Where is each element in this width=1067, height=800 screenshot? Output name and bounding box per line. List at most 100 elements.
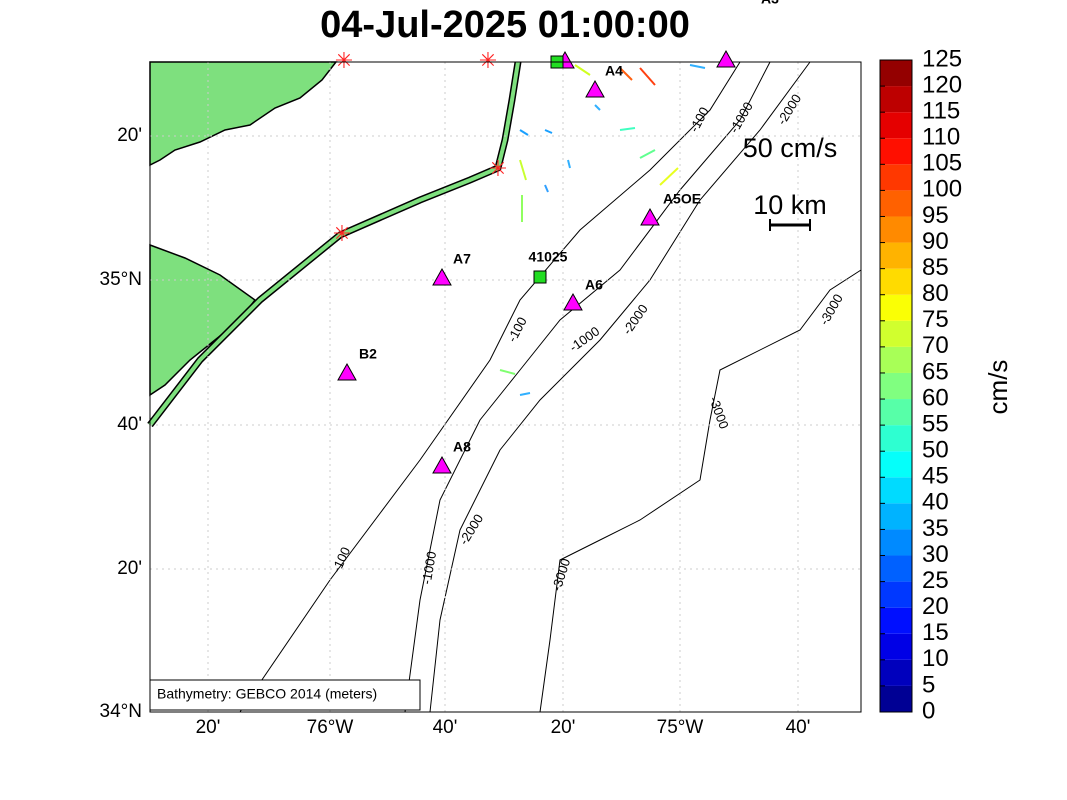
x-tick-label: 40' [786, 717, 811, 738]
colorbar-tick-label: 65 [922, 358, 949, 385]
colorbar-tick-label: 115 [922, 98, 960, 125]
attribution: Bathymetry: GEBCO 2014 (meters) [157, 686, 377, 702]
coastal-site: ✳ [489, 156, 507, 181]
station-marker [432, 267, 452, 286]
colorbar-tick-label: 105 [922, 150, 962, 177]
colorbar-tick-label: 90 [922, 228, 949, 255]
colorbar-tick-label: 75 [922, 306, 949, 333]
station-label: A3 [761, 0, 779, 7]
y-tick-label: 34°N [100, 701, 142, 722]
ocean [150, 62, 861, 712]
vector [619, 67, 633, 81]
colorbar-segment [880, 399, 912, 426]
vector [689, 64, 706, 69]
colorbar-segment [880, 607, 912, 634]
station-marker [716, 49, 736, 68]
colorbar-tick-label: 10 [922, 645, 949, 672]
asterisks: ✳ ✳ ✳ ✳ [333, 48, 507, 246]
station-label: B2 [359, 346, 377, 362]
distance-scale: 10 km [753, 190, 827, 220]
buoy-label: 41025 [529, 249, 568, 265]
colorbar-segment [880, 242, 912, 269]
contour-1000 [404, 61, 771, 713]
colorbar-segment [880, 425, 912, 452]
x-tick-label: 20' [196, 717, 221, 738]
y-tick-label: 40' [117, 414, 142, 435]
colorbar-segment [880, 190, 912, 217]
current-vectors [499, 64, 706, 396]
vector [544, 184, 549, 193]
colorbar-tick-label: 15 [922, 619, 949, 646]
colorbar-segment [880, 581, 912, 608]
station-label: A4 [605, 63, 623, 79]
colorbar-frame [879, 59, 913, 713]
colorbar-tick-label: 0 [922, 697, 935, 724]
colorbar-tick-label: 45 [922, 463, 949, 490]
map-frame [149, 61, 862, 713]
station-marker [563, 292, 583, 311]
colorbar-tick-label: 20 [922, 593, 949, 620]
colorbar-segment [880, 320, 912, 347]
colorbar-tick-label: 120 [922, 71, 962, 98]
colorbar-segment [880, 164, 912, 191]
colorbar-tick-label: 60 [922, 384, 949, 411]
colorbar-tick-label: 95 [922, 202, 949, 229]
vector [519, 159, 527, 181]
coastal-site: ✳ [335, 48, 353, 73]
colorbar-tick-label: 30 [922, 541, 949, 568]
vector [574, 64, 591, 76]
colorbar-tick-label: 100 [922, 176, 962, 203]
station-marker [337, 362, 357, 381]
colorbar-tick-label: 25 [922, 567, 949, 594]
station-label: A8 [453, 439, 471, 455]
colorbar-tick-label: 5 [922, 671, 935, 698]
colorbar-segment [880, 659, 912, 686]
buoy-marker [533, 270, 547, 284]
vector [519, 392, 531, 396]
y-tick-label: 20' [117, 125, 142, 146]
contour-100 [239, 61, 741, 713]
y-tick-label: 20' [117, 558, 142, 579]
station-label: A7 [453, 251, 471, 267]
colorbar-segment [880, 138, 912, 165]
colorbar-tick-label: 55 [922, 410, 949, 437]
colorbar-segment [880, 268, 912, 295]
vector [594, 104, 601, 111]
land [149, 61, 338, 167]
colorbar-tick-label: 110 [922, 124, 960, 151]
x-tick-label: 40' [433, 717, 458, 738]
vector [659, 167, 679, 186]
contour-2000 [429, 61, 811, 713]
station-label: A6 [585, 277, 603, 293]
station-marker [585, 79, 605, 98]
attribution-box [149, 679, 421, 711]
x-tick-label: 20' [551, 717, 576, 738]
y-tick-label: 35°N [100, 269, 142, 290]
title: 04-Jul-2025 01:00:00 [320, 4, 690, 46]
contours [239, 61, 862, 713]
vector [567, 159, 571, 169]
contour-3000 [539, 269, 862, 713]
colorbar-segment [880, 529, 912, 556]
vector [619, 127, 636, 131]
x-tick-label: 76°W [307, 717, 354, 738]
colorbar-segment [880, 555, 912, 582]
vector [519, 129, 529, 136]
colorbar-tick-label: 50 [922, 437, 949, 464]
map-area: ✳ ✳ ✳ ✳ Bathymetry: GEBCO 2014 (meters) … [147, 48, 862, 713]
colorbar-tick-label: 85 [922, 254, 949, 281]
colorbar-label: cm/s [983, 360, 1013, 415]
x-tick-label: 75°W [657, 717, 704, 738]
colorbar-segment [880, 112, 912, 139]
colorbar-segment [880, 86, 912, 113]
colorbar-segment [880, 216, 912, 243]
vector [499, 369, 516, 375]
colorbar-segment [880, 477, 912, 504]
station-label: A5OE [663, 191, 701, 207]
colorbar-segment [880, 372, 912, 400]
colorbar-segment [880, 346, 912, 373]
colorbar-segment [880, 685, 912, 712]
coastal-site: ✳ [479, 48, 497, 73]
colorbar-segment [880, 451, 912, 478]
